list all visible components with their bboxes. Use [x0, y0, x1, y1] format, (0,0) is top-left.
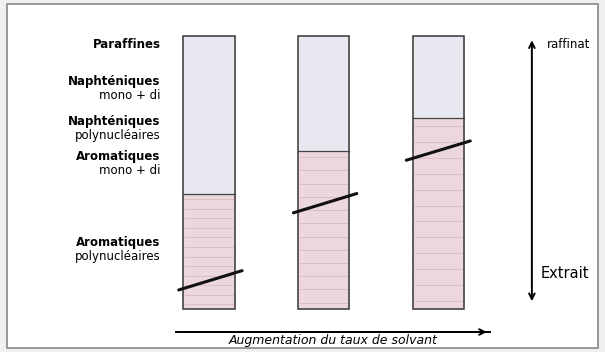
Bar: [413, 36, 464, 309]
Bar: [413, 36, 464, 118]
Bar: [298, 36, 349, 309]
Text: mono + di: mono + di: [99, 89, 161, 102]
Bar: [183, 36, 235, 309]
Text: mono + di: mono + di: [99, 164, 161, 177]
Text: Augmentation du taux de solvant: Augmentation du taux de solvant: [228, 334, 437, 347]
Text: Naphténiques: Naphténiques: [68, 75, 161, 88]
Bar: [413, 118, 464, 309]
Text: Naphténiques: Naphténiques: [68, 115, 161, 128]
Text: polynucléaires: polynucléaires: [75, 250, 161, 263]
Bar: [298, 151, 349, 309]
Text: Extrait: Extrait: [541, 266, 589, 281]
Text: polynucléaires: polynucléaires: [75, 129, 161, 142]
Text: raffinat: raffinat: [547, 38, 590, 50]
Bar: [183, 36, 235, 194]
Bar: [298, 36, 349, 151]
Text: Aromatiques: Aromatiques: [76, 150, 161, 163]
Text: Aromatiques: Aromatiques: [76, 236, 161, 249]
Bar: [183, 194, 235, 309]
Text: Paraffines: Paraffines: [93, 38, 161, 51]
